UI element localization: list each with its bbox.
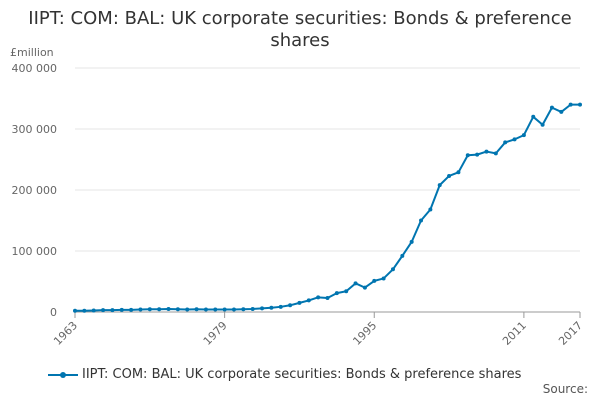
data-point (503, 140, 508, 145)
data-point (166, 306, 171, 311)
data-point (419, 218, 424, 223)
data-point (203, 307, 208, 312)
data-point (91, 308, 96, 313)
data-point (175, 307, 180, 312)
data-point (428, 207, 433, 212)
data-point (475, 152, 480, 157)
data-point (334, 291, 339, 296)
data-point (297, 300, 302, 305)
data-point (288, 303, 293, 308)
gridlines (75, 67, 580, 313)
y-axis-ticks: 0 100 000 200 000 300 000 400 000 (12, 62, 58, 319)
x-tick-label: 2011 (500, 319, 529, 348)
data-point (213, 307, 218, 312)
data-point (540, 122, 545, 127)
data-point (278, 304, 283, 309)
x-tick-label: 2017 (556, 319, 585, 348)
data-point (549, 105, 554, 110)
y-tick-label: 200 000 (12, 184, 58, 197)
data-point (222, 307, 227, 312)
data-point (568, 102, 573, 107)
data-point (372, 278, 377, 283)
data-point (82, 308, 87, 313)
data-point (353, 281, 358, 286)
data-point (241, 307, 246, 312)
data-point (185, 307, 190, 312)
data-point (231, 307, 236, 312)
y-tick-label: 300 000 (12, 123, 58, 136)
data-point (437, 183, 442, 188)
data-point (110, 308, 115, 313)
legend-label: IIPT: COM: BAL: UK corporate securities:… (82, 367, 522, 382)
source-label: Source: (542, 382, 588, 396)
data-point (465, 153, 470, 158)
data-point (147, 307, 152, 312)
x-tick-label: 1979 (201, 319, 230, 348)
legend-swatch-icon (48, 371, 78, 378)
data-point (456, 170, 461, 175)
data-point (390, 267, 395, 272)
y-tick-label: 100 000 (12, 245, 58, 258)
data-point (73, 308, 77, 313)
data-point (260, 306, 265, 311)
data-point (409, 239, 414, 244)
x-axis: 1963 1979 1995 2011 2017 (51, 311, 585, 348)
data-point (194, 307, 199, 312)
series-line (75, 103, 580, 312)
data-point (447, 173, 452, 178)
x-tick-label: 1995 (350, 319, 379, 348)
series-group (73, 102, 582, 313)
data-point (512, 137, 517, 142)
data-point (129, 307, 134, 312)
data-point (269, 305, 274, 310)
data-point (531, 114, 536, 119)
data-point (484, 149, 489, 154)
data-point (578, 102, 582, 107)
data-point (559, 109, 564, 114)
y-axis-unit-label: £million (10, 46, 54, 59)
data-point (250, 306, 255, 311)
legend[interactable]: IIPT: COM: BAL: UK corporate securities:… (48, 367, 521, 382)
data-point (101, 308, 106, 313)
data-point (381, 276, 386, 281)
data-point (521, 133, 526, 138)
chart-title: IIPT: COM: BAL: UK corporate securities:… (28, 8, 572, 51)
data-point (316, 295, 321, 300)
y-tick-label: 400 000 (12, 62, 58, 75)
data-point (362, 285, 367, 290)
data-point (157, 307, 162, 312)
y-tick-label: 0 (50, 306, 57, 319)
data-point (493, 151, 498, 156)
data-point (306, 298, 311, 303)
data-point (325, 295, 330, 300)
data-point (119, 307, 124, 312)
x-tick-label: 1963 (51, 319, 80, 348)
data-point (400, 253, 405, 258)
data-point (344, 289, 349, 294)
data-point (138, 307, 143, 312)
